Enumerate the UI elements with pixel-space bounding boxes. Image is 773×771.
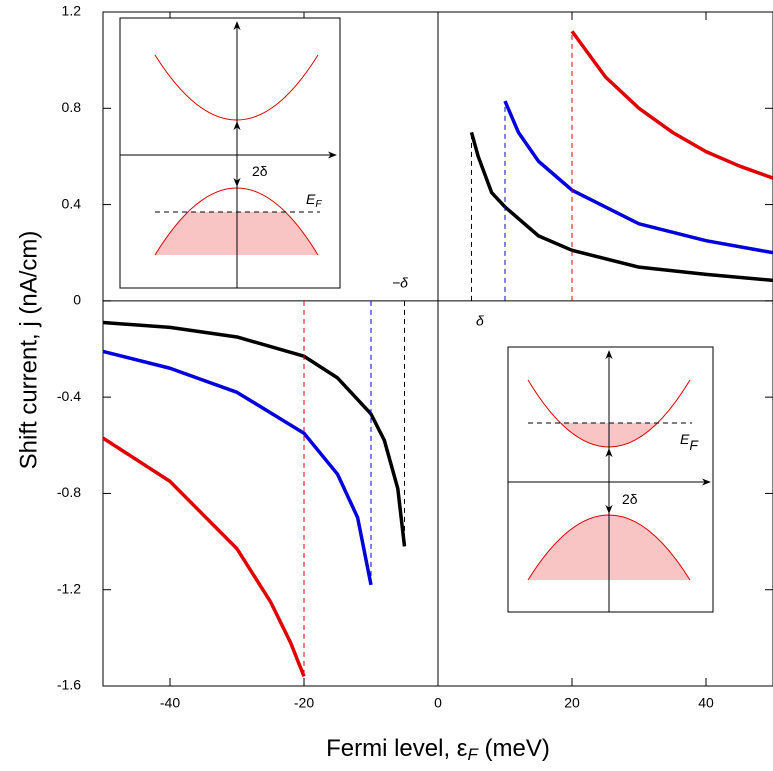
ef-main: E (306, 191, 316, 207)
x-label-main: Fermi level, ε (326, 735, 468, 762)
x-axis-label: Fermi level, εF (meV) (326, 735, 550, 764)
inset-top-gap: 2δ (252, 163, 268, 179)
inset-bottom-gap: 2δ (622, 491, 638, 507)
delta-label: δ (476, 313, 484, 329)
y-tick-label: 0.4 (62, 195, 82, 211)
series-line (102, 349, 373, 586)
x-tick-label: 40 (698, 695, 714, 711)
ef-main: E (680, 431, 690, 447)
y-tick-label: -1.6 (57, 677, 81, 693)
inset-bottom-ef: EF (680, 431, 699, 453)
gap-text: 2δ (622, 491, 638, 507)
y-tick-label: 0.8 (62, 99, 82, 115)
inset-bottom (507, 346, 714, 613)
series-line (102, 320, 407, 547)
x-tick-label: -40 (160, 695, 180, 711)
series-line (102, 436, 306, 678)
y-tick-label: -1.2 (57, 580, 81, 596)
y-tick-label: 0 (73, 292, 81, 308)
inset-top-ef: EF (306, 191, 322, 210)
x-tick-label: 20 (564, 695, 580, 711)
y-axis-label: Shift current, j (nA/cm) (15, 231, 42, 470)
series-line (503, 100, 773, 255)
series-line (570, 30, 773, 180)
plot-area: -40 -20 0 20 40 -1.6 -1.2 -0.8 -0.4 0 0.4 0.8 1.2 (57, 3, 773, 711)
y-tick-label: -0.8 (57, 484, 81, 500)
x-label-sub: F (468, 745, 480, 764)
y-tick-label: 1.2 (62, 3, 82, 19)
x-tick-label: -20 (294, 695, 314, 711)
inset-top (119, 17, 341, 289)
x-tick-label: 0 (434, 695, 442, 711)
ef-sub: F (315, 199, 322, 210)
ef-sub: F (689, 437, 699, 453)
x-label-end: (meV) (478, 735, 550, 762)
series-line (469, 131, 773, 283)
y-tick-label: -0.4 (57, 388, 81, 404)
minus-delta-label: −δ (392, 275, 408, 291)
gap-text: 2δ (252, 163, 268, 179)
